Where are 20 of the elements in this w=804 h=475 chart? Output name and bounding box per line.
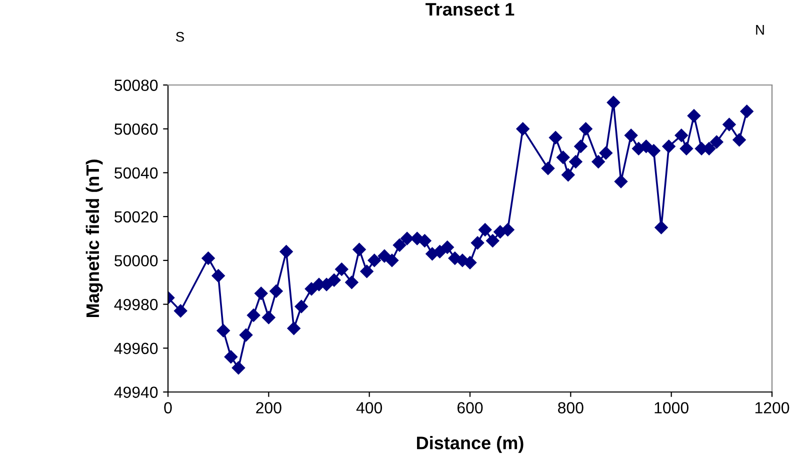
x-tick-label: 1000	[654, 402, 688, 414]
y-tick-label: 49960	[114, 342, 158, 354]
x-tick-label: 800	[558, 402, 584, 414]
y-tick-label: 50000	[114, 255, 158, 266]
x-tick-label: 200	[256, 402, 282, 414]
y-axis-title: Magnetic field (nT)	[86, 160, 103, 318]
x-tick-label: 600	[457, 402, 483, 414]
y-tick-label: 50020	[114, 211, 158, 223]
y-tick-label: 50080	[114, 80, 158, 91]
y-tick-label: 49940	[114, 386, 158, 398]
x-tick-label: 1200	[755, 402, 790, 414]
text: S	[176, 32, 184, 42]
x-axis-title: Distance (m)	[417, 436, 524, 453]
y-tick-label: 50040	[114, 167, 158, 179]
x-tick-label: 0	[164, 402, 172, 414]
x-tick-label: 400	[356, 402, 382, 414]
chart-title: Transect 1	[426, 3, 514, 16]
text: N	[756, 25, 764, 35]
y-tick-label: 49980	[114, 298, 158, 310]
y-tick-label: 50060	[114, 123, 158, 135]
